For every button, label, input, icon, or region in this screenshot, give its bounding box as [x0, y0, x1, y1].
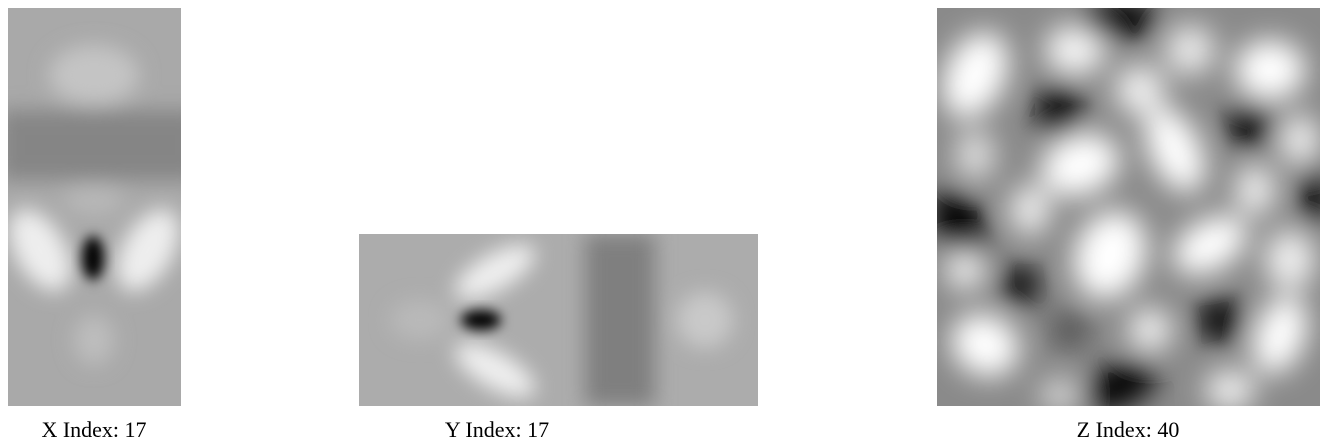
- z-slice-image: [918, 0, 1327, 422]
- panel-caption: X Index: 17: [41, 417, 146, 442]
- figure: X Index: 17 Y Index: 17 Z Index: 40: [0, 0, 1327, 443]
- panel-caption: Z Index: 40: [1077, 417, 1180, 442]
- y-slice-image: [359, 234, 758, 408]
- panel-caption: Y Index: 17: [445, 417, 549, 442]
- x-slice-image: [0, 8, 200, 406]
